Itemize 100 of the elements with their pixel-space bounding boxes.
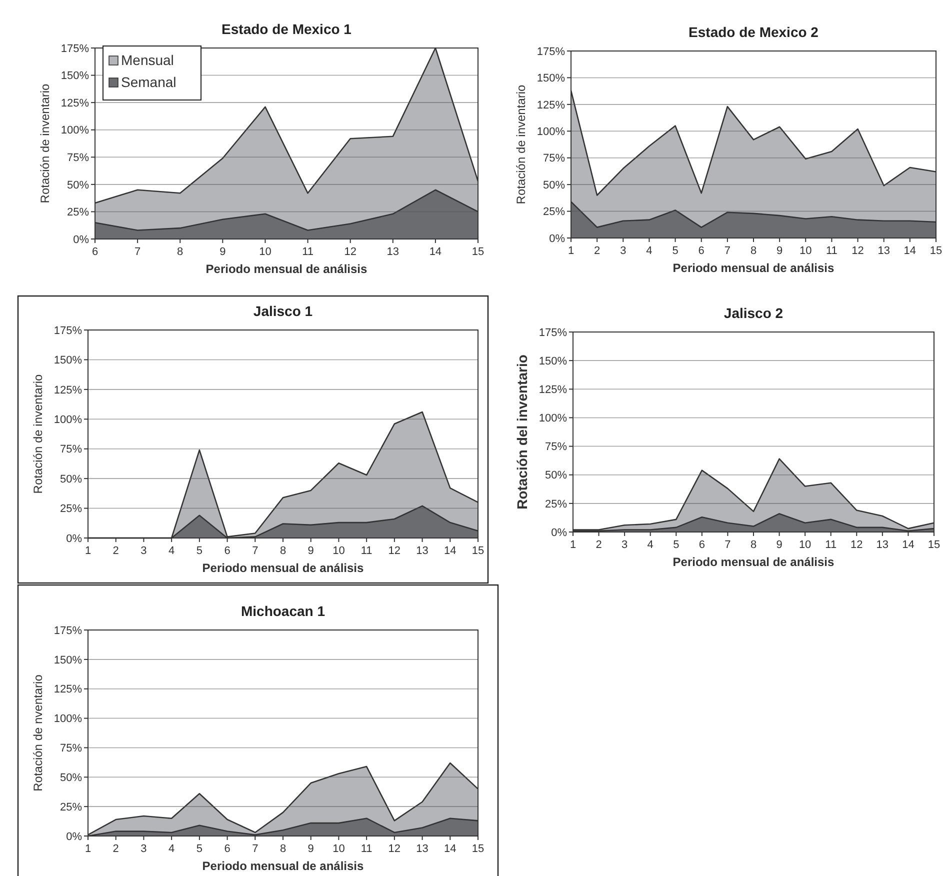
x-tick-label: 3 (140, 843, 147, 855)
x-tick-label: 10 (800, 245, 812, 257)
x-axis-title: Periodo mensual de análisis (206, 262, 368, 276)
x-tick-label: 3 (620, 245, 626, 257)
y-axis-title: Rotación del inventario (514, 354, 530, 510)
x-tick-label: 1 (568, 245, 574, 257)
y-tick-label: 50% (66, 179, 90, 192)
x-tick-label: 7 (724, 539, 731, 551)
x-tick-label: 15 (472, 246, 484, 258)
x-tick-label: 14 (444, 545, 456, 557)
y-tick-label: 50% (544, 470, 568, 482)
x-tick-label: 1 (84, 545, 92, 557)
y-tick-label: 0% (551, 526, 568, 539)
y-tick-label: 100% (536, 126, 566, 138)
y-tick-label: 50% (60, 772, 82, 784)
x-tick-label: 14 (902, 539, 914, 551)
x-tick-label: 13 (386, 246, 400, 258)
x-tick-label: 14 (444, 843, 456, 855)
y-tick-label: 150% (54, 354, 82, 367)
y-tick-label: 150% (538, 355, 568, 368)
x-tick-label: 9 (776, 245, 783, 257)
x-tick-label: 13 (876, 539, 889, 551)
x-tick-label: 6 (698, 245, 704, 257)
y-tick-label: 100% (538, 412, 568, 425)
chart-title: Jalisco 2 (724, 305, 784, 321)
x-axis-title: Periodo mensual de análisis (672, 555, 835, 569)
x-tick-label: 15 (472, 545, 484, 557)
x-tick-label: 9 (308, 843, 314, 855)
x-tick-label: 13 (416, 545, 428, 557)
x-tick-label: 12 (388, 545, 401, 557)
x-tick-label: 7 (724, 245, 730, 257)
x-tick-label: 10 (798, 539, 812, 551)
y-tick-label: 75% (544, 441, 568, 454)
y-tick-label: 25% (66, 206, 90, 219)
legend-label: Mensual (121, 52, 174, 68)
x-tick-label: 4 (647, 539, 654, 551)
y-tick-label: 175% (536, 46, 566, 58)
y-tick-label: 75% (60, 742, 82, 755)
x-tick-label: 13 (878, 245, 890, 257)
y-tick-label: 175% (54, 324, 82, 337)
x-tick-label: 4 (168, 545, 175, 557)
y-tick-label: 100% (60, 124, 90, 137)
y-tick-label: 0% (549, 232, 566, 245)
legend-label: Semanal (121, 74, 176, 90)
x-tick-label: 15 (472, 843, 484, 855)
y-tick-label: 25% (60, 503, 82, 516)
y-tick-label: 175% (60, 42, 90, 55)
x-tick-label: 7 (134, 246, 141, 258)
x-tick-label: 5 (672, 245, 678, 257)
y-tick-label: 125% (536, 99, 566, 112)
x-tick-label: 5 (196, 843, 202, 855)
y-tick-label: 50% (542, 179, 566, 192)
x-tick-label: 11 (360, 843, 372, 855)
y-tick-label: 0% (66, 532, 82, 545)
x-tick-label: 8 (280, 545, 286, 557)
chart-title: Estado de Mexico 2 (688, 24, 819, 40)
y-tick-label: 0% (66, 830, 82, 843)
x-tick-label: 12 (344, 246, 356, 258)
y-tick-label: 0% (73, 234, 90, 246)
x-axis-title: Periodo mensual de análisis (202, 561, 364, 575)
x-tick-label: 12 (852, 245, 864, 257)
y-tick-label: 175% (538, 326, 568, 339)
x-tick-label: 1 (84, 843, 92, 855)
x-tick-label: 8 (750, 539, 757, 551)
chart-title: Michoacan 1 (240, 603, 326, 619)
y-tick-label: 100% (54, 713, 82, 726)
y-tick-label: 175% (54, 624, 82, 637)
x-tick-label: 14 (904, 245, 916, 257)
y-tick-label: 75% (542, 152, 566, 165)
x-axis-title: Periodo mensual de análisis (202, 859, 364, 873)
x-tick-label: 8 (750, 245, 757, 257)
x-tick-label: 10 (332, 545, 345, 557)
x-tick-label: 2 (112, 545, 119, 557)
y-tick-label: 125% (54, 384, 82, 396)
x-tick-label: 5 (673, 539, 680, 551)
x-tick-label: 4 (646, 245, 652, 257)
x-tick-label: 8 (280, 843, 286, 855)
x-tick-label: 15 (930, 245, 942, 257)
x-tick-label: 13 (416, 843, 428, 855)
x-axis-title: Periodo mensual de análisis (672, 261, 835, 275)
x-tick-label: 9 (776, 539, 782, 551)
y-tick-label: 150% (60, 70, 90, 82)
x-tick-label: 5 (196, 545, 202, 557)
x-tick-label: 6 (224, 843, 230, 855)
chart-title: Estado de Mexico 1 (222, 21, 352, 37)
chart-title: Jalisco 1 (253, 303, 313, 319)
y-axis-title: Rotación de nventario (31, 674, 45, 792)
x-tick-label: 14 (429, 246, 442, 258)
x-tick-label: 7 (252, 843, 258, 855)
x-tick-label: 4 (168, 843, 175, 855)
x-tick-label: 7 (252, 545, 258, 557)
y-tick-label: 75% (66, 152, 90, 164)
x-tick-label: 3 (622, 539, 628, 551)
y-tick-label: 150% (536, 72, 566, 85)
x-tick-label: 12 (850, 539, 863, 551)
y-tick-label: 75% (60, 444, 82, 456)
x-tick-label: 10 (332, 843, 345, 855)
x-tick-label: 2 (596, 539, 602, 551)
x-tick-label: 1 (570, 539, 576, 551)
x-tick-label: 2 (112, 843, 119, 855)
